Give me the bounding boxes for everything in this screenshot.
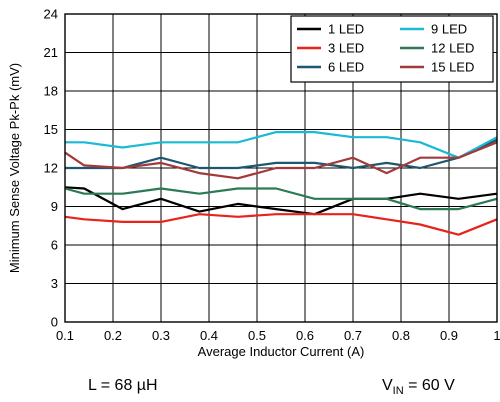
x-tick-label: 0.9 xyxy=(440,328,458,343)
x-tick-label: 0.1 xyxy=(56,328,74,343)
x-tick-label: 0.8 xyxy=(392,328,410,343)
y-axis-label: Minimum Sense Voltage Pk-Pk (mV) xyxy=(7,63,22,273)
x-tick-label: 0.6 xyxy=(296,328,314,343)
legend-label: 15 LED xyxy=(431,60,474,75)
x-tick-label: 0.7 xyxy=(344,328,362,343)
y-tick-labels: 0 3 6 9 12 15 18 21 24 xyxy=(44,7,58,330)
vin-prefix: V xyxy=(382,377,393,394)
vin-suffix: = 60 V xyxy=(404,377,455,394)
y-tick-label: 12 xyxy=(44,161,58,176)
y-tick-label: 24 xyxy=(44,7,58,22)
x-axis-label: Average Inductor Current (A) xyxy=(198,344,365,359)
vin-annotation: VIN = 60 V xyxy=(382,377,455,397)
legend-box xyxy=(290,15,494,83)
x-tick-labels: 0.1 0.2 0.3 0.4 0.5 0.6 0.7 0.8 0.9 1 xyxy=(56,328,500,343)
y-tick-label: 15 xyxy=(44,122,58,137)
vin-subscript: IN xyxy=(393,385,404,397)
series-line-3-led xyxy=(64,213,498,236)
series-line-15-led xyxy=(64,141,498,180)
legend-label: 12 LED xyxy=(431,41,474,56)
series-lines xyxy=(64,131,498,236)
x-tick-label: 1 xyxy=(493,328,500,343)
legend-label: 1 LED xyxy=(328,22,364,37)
y-tick-label: 6 xyxy=(51,238,58,253)
legend-label: 3 LED xyxy=(328,41,364,56)
series-line-12-led xyxy=(64,187,498,211)
inductance-annotation: L = 68 µH xyxy=(88,377,158,394)
x-tick-label: 0.2 xyxy=(104,328,122,343)
plot-frame xyxy=(64,13,498,323)
y-tick-label: 21 xyxy=(44,45,58,60)
legend: 1 LED 3 LED 6 LED 9 LED 12 LED 15 LED xyxy=(290,15,494,83)
legend-label: 9 LED xyxy=(431,22,467,37)
y-tick-label: 0 xyxy=(51,315,58,330)
y-tick-label: 18 xyxy=(44,84,58,99)
x-tick-label: 0.4 xyxy=(200,328,218,343)
series-line-9-led xyxy=(65,131,498,159)
series-line-6-led xyxy=(65,138,498,170)
y-tick-label: 9 xyxy=(51,199,58,214)
legend-label: 6 LED xyxy=(328,60,364,75)
x-tick-label: 0.5 xyxy=(248,328,266,343)
series-line-1-led xyxy=(64,186,498,216)
x-tick-label: 0.3 xyxy=(152,328,170,343)
y-tick-label: 3 xyxy=(51,276,58,291)
